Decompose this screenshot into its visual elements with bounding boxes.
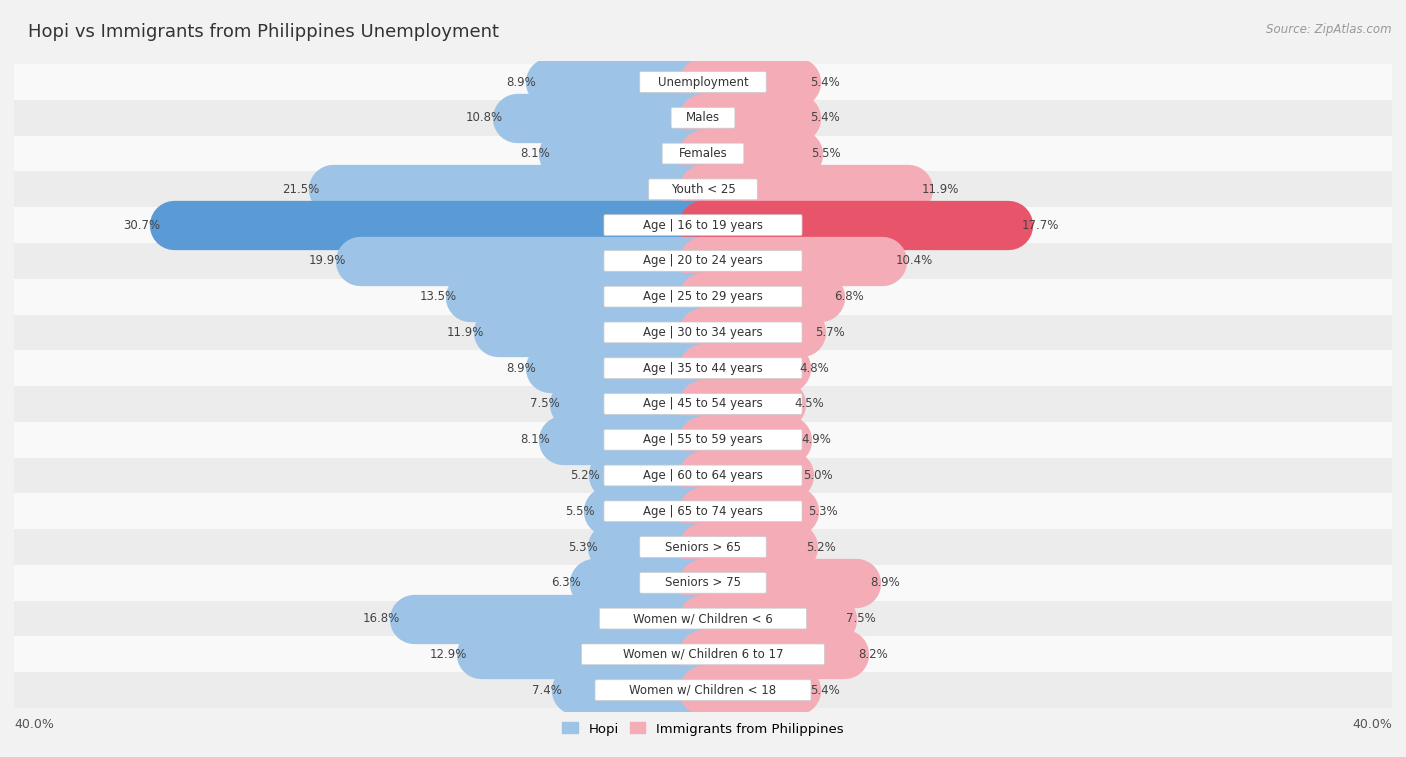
Bar [14, 458, 1392, 494]
FancyBboxPatch shape [640, 572, 766, 593]
Text: 5.7%: 5.7% [815, 326, 845, 339]
Text: 5.4%: 5.4% [810, 76, 839, 89]
Text: 19.9%: 19.9% [309, 254, 346, 267]
Text: 10.4%: 10.4% [896, 254, 934, 267]
FancyBboxPatch shape [605, 429, 801, 450]
Text: 17.7%: 17.7% [1022, 219, 1059, 232]
Bar [14, 672, 1392, 708]
Text: Youth < 25: Youth < 25 [671, 183, 735, 196]
Text: Females: Females [679, 147, 727, 160]
Text: Age | 16 to 19 years: Age | 16 to 19 years [643, 219, 763, 232]
Bar [14, 279, 1392, 314]
Text: 5.0%: 5.0% [803, 469, 832, 482]
Text: 7.5%: 7.5% [530, 397, 560, 410]
Text: Women w/ Children < 18: Women w/ Children < 18 [630, 684, 776, 696]
Text: 5.3%: 5.3% [568, 540, 598, 553]
Bar [14, 386, 1392, 422]
Text: 5.5%: 5.5% [811, 147, 841, 160]
FancyBboxPatch shape [605, 251, 801, 271]
Bar [14, 350, 1392, 386]
Bar [14, 64, 1392, 100]
Text: Women w/ Children 6 to 17: Women w/ Children 6 to 17 [623, 648, 783, 661]
Text: 8.2%: 8.2% [858, 648, 887, 661]
Bar [14, 136, 1392, 171]
Text: 5.4%: 5.4% [810, 111, 839, 124]
Text: 8.1%: 8.1% [520, 433, 550, 446]
Text: Unemployment: Unemployment [658, 76, 748, 89]
Text: 5.2%: 5.2% [807, 540, 837, 553]
Text: 40.0%: 40.0% [14, 718, 53, 731]
Text: Seniors > 75: Seniors > 75 [665, 576, 741, 589]
Text: 8.9%: 8.9% [506, 362, 536, 375]
Text: 7.5%: 7.5% [846, 612, 876, 625]
Text: Seniors > 65: Seniors > 65 [665, 540, 741, 553]
Text: Age | 65 to 74 years: Age | 65 to 74 years [643, 505, 763, 518]
Bar [14, 100, 1392, 136]
FancyBboxPatch shape [605, 215, 801, 235]
Text: Age | 35 to 44 years: Age | 35 to 44 years [643, 362, 763, 375]
Bar [14, 171, 1392, 207]
Text: 40.0%: 40.0% [1353, 718, 1392, 731]
FancyBboxPatch shape [640, 72, 766, 92]
Bar [14, 314, 1392, 350]
Text: 11.9%: 11.9% [922, 183, 959, 196]
Text: 6.8%: 6.8% [834, 290, 863, 303]
Text: 12.9%: 12.9% [430, 648, 467, 661]
FancyBboxPatch shape [640, 537, 766, 557]
Text: Hopi vs Immigrants from Philippines Unemployment: Hopi vs Immigrants from Philippines Unem… [28, 23, 499, 41]
Text: 13.5%: 13.5% [419, 290, 457, 303]
Text: Age | 30 to 34 years: Age | 30 to 34 years [643, 326, 763, 339]
Text: 11.9%: 11.9% [447, 326, 484, 339]
Bar [14, 422, 1392, 458]
Bar [14, 529, 1392, 565]
FancyBboxPatch shape [648, 179, 758, 200]
Text: Source: ZipAtlas.com: Source: ZipAtlas.com [1267, 23, 1392, 36]
FancyBboxPatch shape [595, 680, 811, 700]
FancyBboxPatch shape [671, 107, 735, 128]
Text: 10.8%: 10.8% [465, 111, 503, 124]
Text: Age | 20 to 24 years: Age | 20 to 24 years [643, 254, 763, 267]
FancyBboxPatch shape [605, 501, 801, 522]
Text: 4.9%: 4.9% [801, 433, 831, 446]
Text: 4.8%: 4.8% [800, 362, 830, 375]
Bar [14, 601, 1392, 637]
Bar [14, 207, 1392, 243]
Bar [14, 565, 1392, 601]
Bar [14, 637, 1392, 672]
Text: Age | 25 to 29 years: Age | 25 to 29 years [643, 290, 763, 303]
Text: 4.5%: 4.5% [794, 397, 824, 410]
Text: 30.7%: 30.7% [124, 219, 160, 232]
Text: 16.8%: 16.8% [363, 612, 399, 625]
FancyBboxPatch shape [662, 143, 744, 164]
Text: 5.4%: 5.4% [810, 684, 839, 696]
FancyBboxPatch shape [599, 608, 807, 629]
FancyBboxPatch shape [605, 286, 801, 307]
Bar [14, 494, 1392, 529]
Text: Age | 60 to 64 years: Age | 60 to 64 years [643, 469, 763, 482]
Text: Males: Males [686, 111, 720, 124]
Text: 5.3%: 5.3% [808, 505, 838, 518]
Bar [14, 243, 1392, 279]
Text: Age | 55 to 59 years: Age | 55 to 59 years [643, 433, 763, 446]
Text: 8.9%: 8.9% [506, 76, 536, 89]
Text: 5.5%: 5.5% [565, 505, 595, 518]
Text: Women w/ Children < 6: Women w/ Children < 6 [633, 612, 773, 625]
FancyBboxPatch shape [582, 644, 824, 665]
Text: Age | 45 to 54 years: Age | 45 to 54 years [643, 397, 763, 410]
Text: 8.1%: 8.1% [520, 147, 550, 160]
Text: 6.3%: 6.3% [551, 576, 581, 589]
Text: 21.5%: 21.5% [281, 183, 319, 196]
FancyBboxPatch shape [605, 322, 801, 343]
Text: 8.9%: 8.9% [870, 576, 900, 589]
FancyBboxPatch shape [605, 465, 801, 486]
Text: 5.2%: 5.2% [569, 469, 599, 482]
FancyBboxPatch shape [605, 394, 801, 414]
Text: 7.4%: 7.4% [531, 684, 562, 696]
Legend: Hopi, Immigrants from Philippines: Hopi, Immigrants from Philippines [557, 717, 849, 741]
FancyBboxPatch shape [605, 358, 801, 378]
